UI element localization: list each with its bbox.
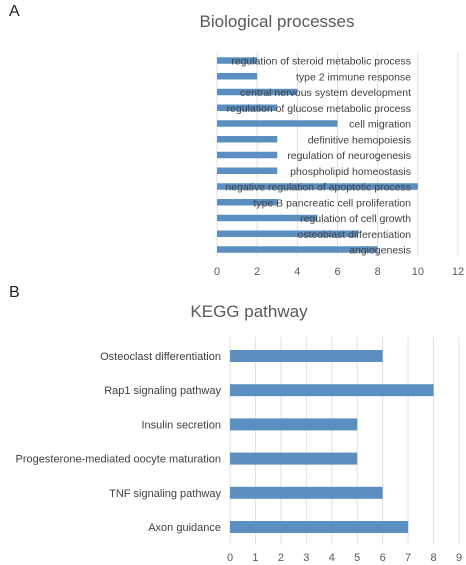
category-label-a-2: central nervous system development bbox=[240, 87, 411, 99]
x-tick-label-b-0: 0 bbox=[227, 552, 233, 564]
x-tick-label-b-8: 8 bbox=[430, 552, 436, 564]
panel-letter-a: A bbox=[9, 3, 20, 20]
bar-a-4 bbox=[217, 120, 338, 127]
x-tick-label-a-0: 0 bbox=[214, 266, 220, 278]
bar-b-4 bbox=[230, 486, 383, 499]
bar-b-5 bbox=[230, 521, 409, 533]
category-label-a-6: regulation of neurogenesis bbox=[287, 150, 411, 162]
bar-b-1 bbox=[230, 384, 434, 397]
bar-a-0 bbox=[217, 57, 258, 64]
category-label-b-3: Progesterone-mediated oocyte maturation bbox=[16, 454, 221, 466]
bar-a-8 bbox=[217, 183, 418, 190]
bar-a-6 bbox=[217, 151, 278, 159]
category-label-a-0: regulation of steroid metabolic process bbox=[231, 56, 411, 68]
category-label-a-9: type B pancreatic cell proliferation bbox=[253, 197, 411, 209]
bar-a-11 bbox=[217, 230, 358, 237]
category-label-a-4: cell migration bbox=[349, 119, 411, 131]
bar-a-9 bbox=[217, 199, 278, 206]
bar-b-2 bbox=[230, 418, 358, 431]
chart-title-b: KEGG pathway bbox=[190, 302, 308, 321]
x-tick-label-b-2: 2 bbox=[278, 552, 284, 564]
x-tick-label-a-1: 2 bbox=[254, 266, 260, 278]
category-label-a-3: regulation of glucose metabolic process bbox=[227, 103, 411, 115]
chart-panel-b: B KEGG pathway 0 1 2 3 4 5 6 7 8 9 Osteoclast diff… bbox=[9, 284, 462, 564]
category-label-b-1: Rap1 signaling pathway bbox=[104, 385, 221, 397]
x-tick-label-b-4: 4 bbox=[329, 552, 335, 564]
x-tick-label-a-6: 12 bbox=[452, 266, 464, 278]
category-label-b-0: Osteoclast differentiation bbox=[100, 351, 221, 363]
category-label-a-1: type 2 immune response bbox=[296, 71, 411, 83]
chart-title-a: Biological processes bbox=[200, 12, 355, 31]
x-tick-label-b-7: 7 bbox=[405, 552, 411, 564]
x-tick-label-b-9: 9 bbox=[456, 552, 462, 564]
category-label-a-10: regulation of cell growth bbox=[300, 213, 411, 225]
x-tick-label-b-1: 1 bbox=[252, 552, 258, 564]
bar-a-12 bbox=[217, 246, 378, 253]
x-tick-label-b-5: 5 bbox=[354, 552, 360, 564]
category-label-a-5: definitive hemopoiesis bbox=[308, 134, 411, 146]
x-tick-label-a-3: 6 bbox=[334, 266, 340, 278]
bar-a-1 bbox=[217, 73, 258, 80]
bar-b-0 bbox=[230, 350, 383, 362]
x-tick-label-b-6: 6 bbox=[380, 552, 386, 564]
bar-a-10 bbox=[217, 214, 318, 222]
category-label-b-5: Axon guidance bbox=[148, 522, 221, 534]
chart-panel-a: A Biological processes 0 2 4 6 8 10 12 regulati… bbox=[9, 3, 464, 278]
category-label-a-7: phospholipid homeostasis bbox=[290, 166, 411, 178]
category-label-a-8: negative regulation of apoptotic process bbox=[225, 182, 411, 194]
panel-letter-b: B bbox=[9, 284, 20, 301]
x-tick-label-b-3: 3 bbox=[303, 552, 309, 564]
x-tick-label-a-2: 4 bbox=[294, 266, 300, 278]
bar-a-7 bbox=[217, 167, 278, 174]
category-label-a-11: osteoblast differentiation bbox=[297, 229, 411, 241]
category-label-b-4: TNF signaling pathway bbox=[109, 488, 221, 500]
category-label-a-12: angiogenesis bbox=[349, 245, 411, 257]
bar-a-5 bbox=[217, 136, 278, 143]
category-label-b-2: Insulin secretion bbox=[142, 419, 222, 431]
bar-a-2 bbox=[217, 88, 298, 96]
x-tick-label-a-5: 10 bbox=[412, 266, 424, 278]
x-tick-label-a-4: 8 bbox=[375, 266, 381, 278]
bar-b-3 bbox=[230, 452, 358, 465]
bar-a-3 bbox=[217, 104, 278, 111]
